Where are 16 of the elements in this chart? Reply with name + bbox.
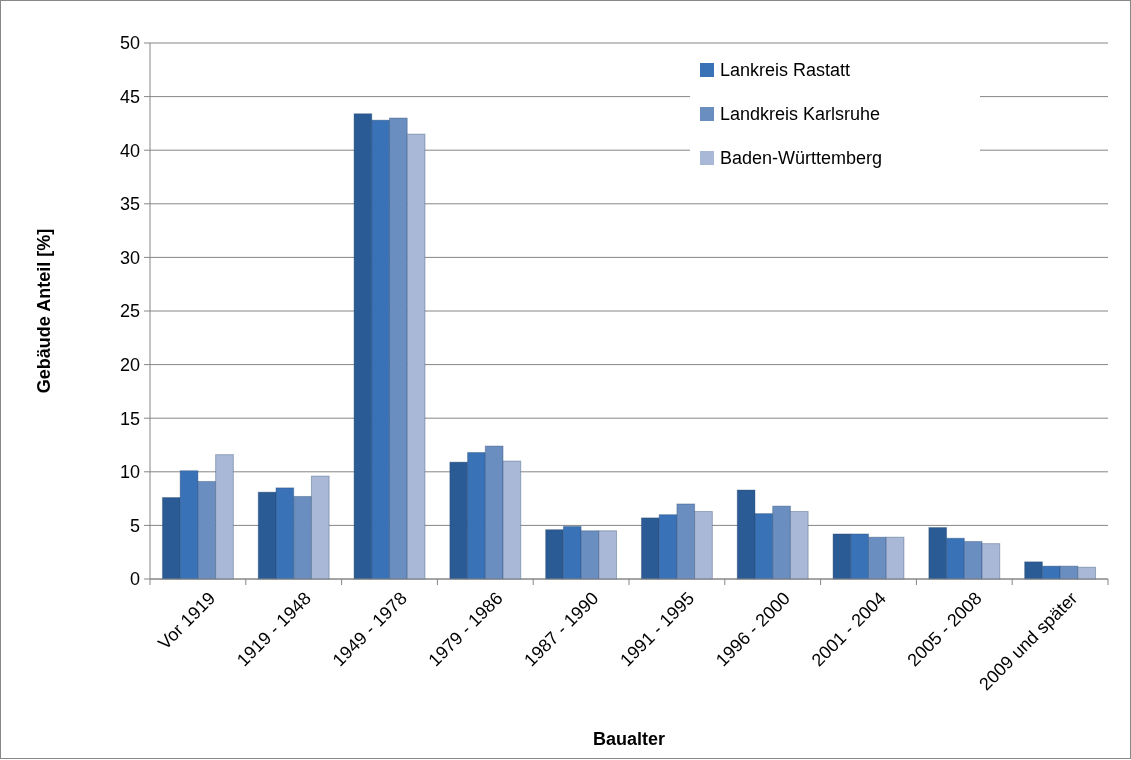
legend-label: Lankreis Rastatt [720,60,851,81]
legend-label: Baden-Württemberg [720,148,883,169]
y-tick-label: 0 [129,569,140,590]
y-tick-label: 30 [119,247,140,268]
legend-label: Landkreis Karlsruhe [720,104,881,125]
y-axis-title: Gebäude Anteil [%] [34,228,54,394]
y-tick-label: 35 [119,194,140,215]
x-axis-title: Baualter [592,729,666,749]
y-tick-label: 20 [119,354,140,375]
y-tick-label: 50 [119,33,140,54]
y-tick-label: 45 [119,86,140,107]
y-tick-label: 25 [119,301,140,322]
y-tick-label: 15 [119,408,140,429]
y-tick-label: 10 [119,462,140,483]
y-tick-label: 5 [129,515,140,536]
y-tick-label: 40 [119,140,140,161]
